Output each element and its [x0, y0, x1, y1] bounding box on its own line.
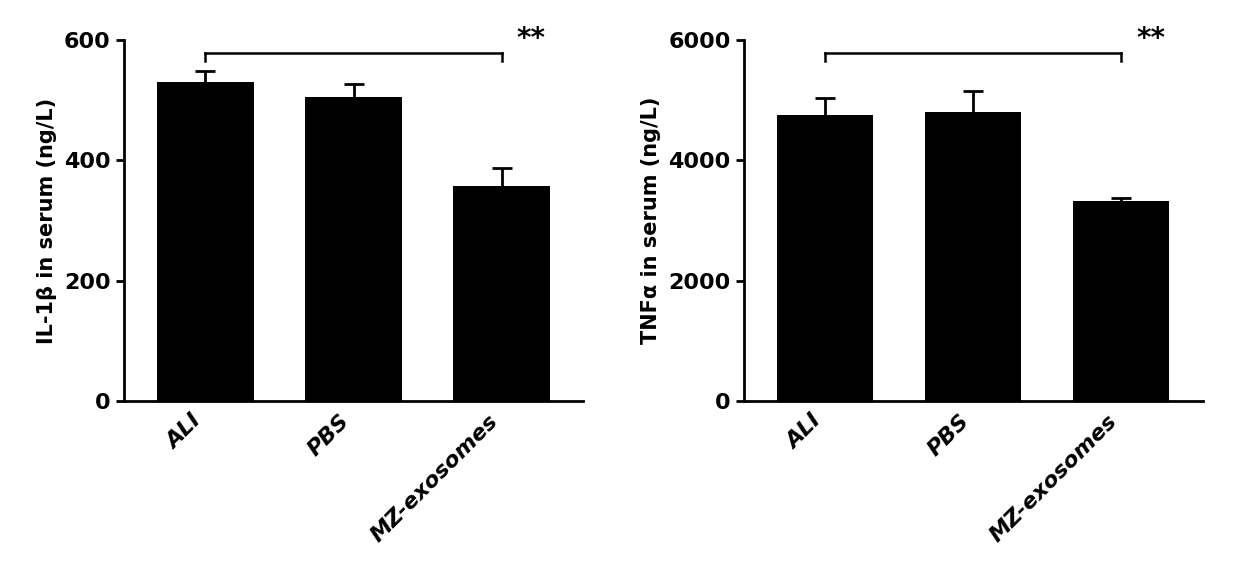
- Text: **: **: [1136, 25, 1166, 53]
- Bar: [777, 115, 873, 401]
- Bar: [157, 82, 253, 401]
- Bar: [454, 186, 549, 401]
- Y-axis label: TNFα in serum (ng/L): TNFα in serum (ng/L): [641, 97, 661, 344]
- Bar: [925, 112, 1022, 401]
- Text: **: **: [516, 25, 546, 53]
- Y-axis label: IL-1β in serum (ng/L): IL-1β in serum (ng/L): [37, 97, 57, 344]
- Bar: [305, 97, 402, 401]
- Bar: [1074, 201, 1169, 401]
